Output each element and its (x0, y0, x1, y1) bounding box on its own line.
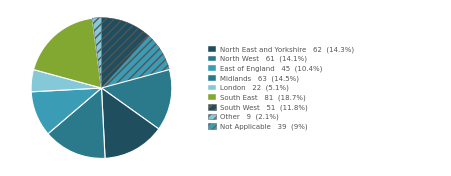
Wedge shape (101, 18, 149, 88)
Wedge shape (92, 18, 101, 88)
Wedge shape (101, 88, 159, 158)
Wedge shape (33, 18, 101, 88)
Legend: North East and Yorkshire   62  (14.3%), North West   61  (14.1%), East of Englan: North East and Yorkshire 62 (14.3%), Nor… (207, 45, 355, 131)
Wedge shape (101, 36, 170, 88)
Wedge shape (31, 88, 101, 134)
Wedge shape (101, 70, 172, 129)
Wedge shape (31, 70, 101, 92)
Wedge shape (48, 88, 105, 158)
